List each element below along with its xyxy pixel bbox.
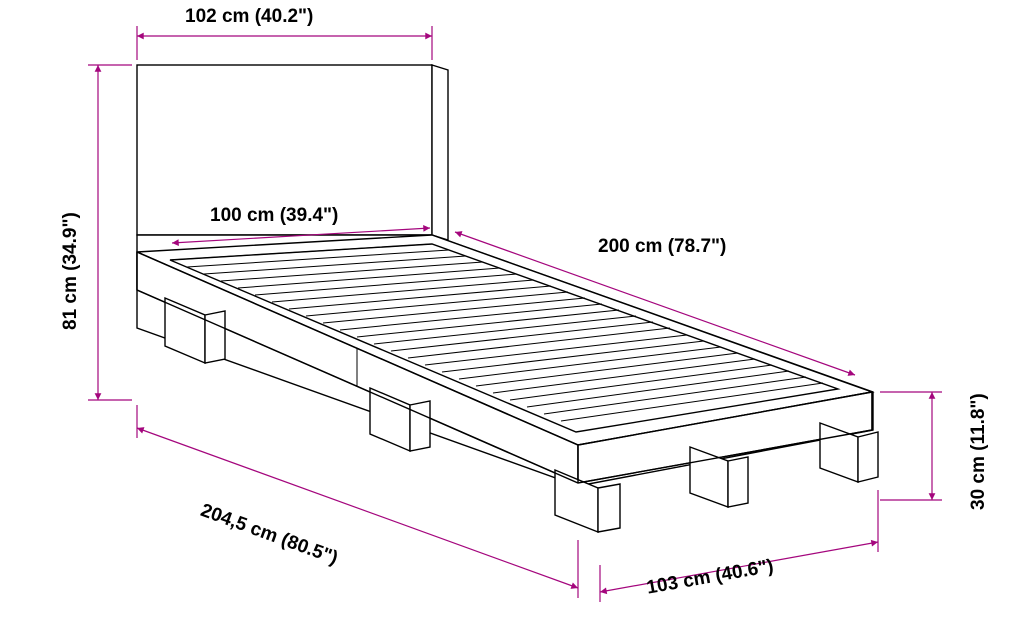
diagram-stage: 102 cm (40.2") 81 cm (34.9") 100 cm (39.… [0,0,1020,622]
headboard-side [432,65,448,240]
dim-height: 81 cm (34.9") [60,212,82,330]
dim-mattress-length: 200 cm (78.7") [598,236,726,258]
dim-mattress-width: 100 cm (39.4") [210,205,338,227]
diagram-svg [0,0,1020,622]
dim-headboard-width: 102 cm (40.2") [185,6,313,28]
dim-frame-height: 30 cm (11.8") [968,393,990,510]
